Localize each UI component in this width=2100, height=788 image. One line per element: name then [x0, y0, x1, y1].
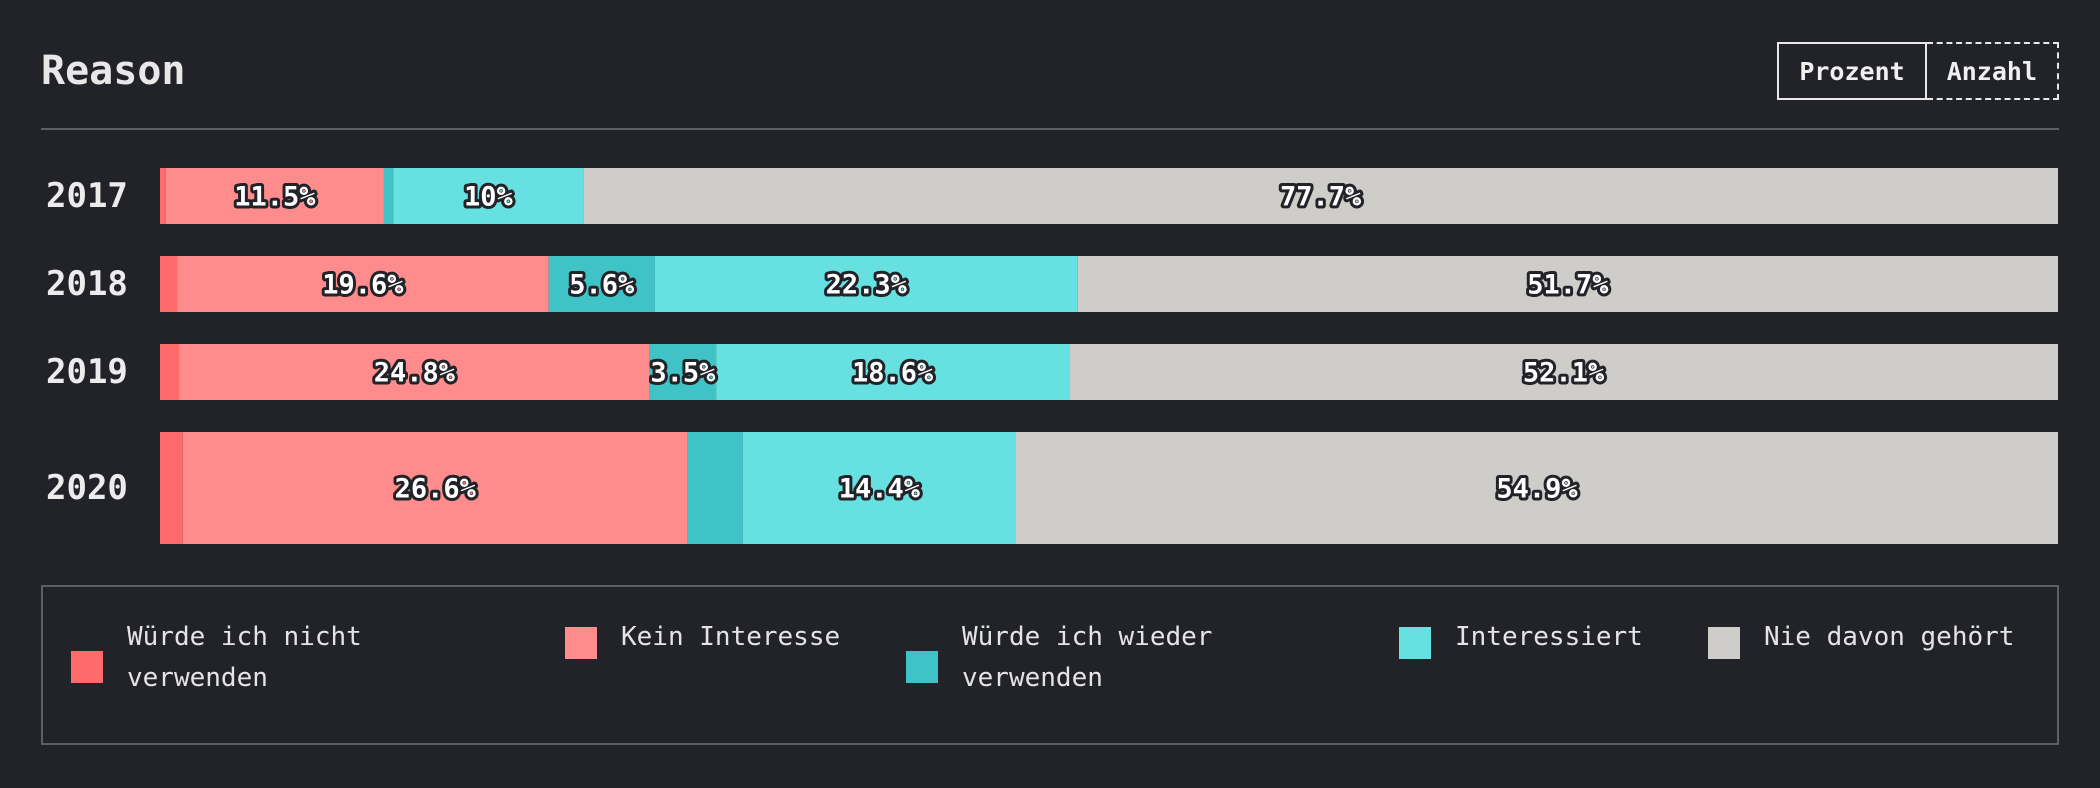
bar-segment[interactable] [160, 168, 166, 224]
data-label: 77.7% [1280, 182, 1362, 213]
bar-segment[interactable] [1077, 256, 2058, 312]
bar-segment[interactable] [583, 168, 2058, 224]
bar-segment[interactable] [165, 168, 384, 224]
bar-segment[interactable] [177, 256, 549, 312]
legend-item-never-heard: Nie davon gehört [1708, 622, 2014, 659]
data-label: 22.3% [826, 270, 908, 301]
bar-segment[interactable] [548, 256, 655, 312]
legend-label: Interessiert [1455, 622, 1643, 652]
data-label: 10% [464, 182, 514, 213]
bar-segment[interactable] [160, 432, 183, 544]
bar-segment[interactable] [182, 432, 688, 544]
legend-label: Würde ich nicht verwenden [127, 622, 362, 693]
bar-segment[interactable] [1069, 344, 2058, 400]
legend-label: Nie davon gehört [1764, 622, 2015, 652]
legend-swatch [71, 651, 103, 683]
data-label: 5.6% [569, 270, 635, 301]
bar-segment[interactable] [160, 256, 178, 312]
data-label: 24.8% [374, 358, 456, 389]
bar-segment[interactable] [178, 344, 650, 400]
year-label: 2017 [46, 176, 128, 216]
bar-segment[interactable] [160, 344, 179, 400]
count-toggle-button[interactable]: Anzahl [1926, 42, 2059, 100]
bar-segment[interactable] [383, 168, 394, 224]
legend-label: Würde ich wieder verwenden [962, 622, 1213, 693]
stacked-bar-chart: 2017 11.5% 10% 77.7% 2018 19.6% 5.6% 22.3% 51.7%… [46, 168, 2058, 544]
data-label: 19.6% [322, 270, 404, 301]
legend-swatch [1708, 627, 1740, 659]
data-label: 51.7% [1527, 270, 1609, 301]
legend-item-not-use: Würde ich nicht verwenden [71, 622, 511, 699]
year-label: 2018 [46, 264, 128, 304]
bar-segment[interactable] [716, 344, 1070, 400]
percent-toggle-button[interactable]: Prozent [1777, 42, 1927, 100]
bar-segment[interactable] [687, 432, 743, 544]
year-label: 2020 [46, 468, 128, 508]
chart-header: Reason Prozent Anzahl [41, 42, 2059, 130]
legend-item-interested: Interessiert [1399, 622, 1643, 659]
unit-toggle: Prozent Anzahl [1777, 42, 2059, 102]
chart-title: Reason [41, 48, 186, 94]
legend-item-use-again: Würde ich wieder verwenden [906, 622, 1346, 699]
year-label: 2019 [46, 352, 128, 392]
legend-swatch [906, 651, 938, 683]
bar-segment[interactable] [742, 432, 1016, 544]
legend-label: Kein Interesse [621, 622, 841, 652]
data-label: 11.5% [234, 182, 316, 213]
bar-segment[interactable] [654, 256, 1078, 312]
legend-swatch [1399, 627, 1431, 659]
bar-segment[interactable] [1015, 432, 2058, 544]
legend-swatch [565, 627, 597, 659]
data-label: 54.9% [1496, 474, 1578, 505]
data-label: 26.6% [395, 474, 477, 505]
bar-segment[interactable] [393, 168, 584, 224]
data-label: 52.1% [1523, 358, 1605, 389]
data-label: 14.4% [839, 474, 921, 505]
data-label: 3.5% [650, 358, 716, 389]
bar-segment[interactable] [649, 344, 717, 400]
legend: Würde ich nicht verwenden Kein Interesse… [41, 585, 2059, 745]
legend-item-no-interest: Kein Interesse [565, 622, 840, 659]
data-label: 18.6% [852, 358, 934, 389]
